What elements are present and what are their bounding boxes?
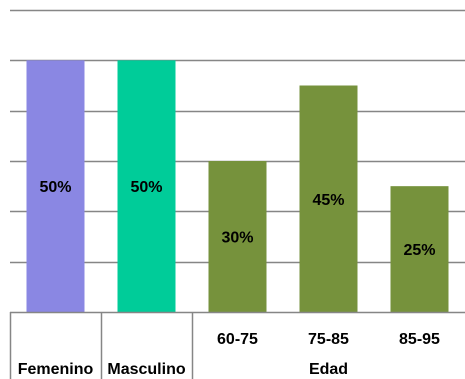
bar-60-75 [208,161,267,312]
group-label-edad: Edad [309,361,348,378]
bar-75-85 [299,85,358,312]
bar-85-95 [390,186,449,312]
data-label: 50% [130,179,162,196]
data-label: 30% [221,230,253,247]
bars [26,60,449,313]
data-label: 45% [312,192,344,209]
data-label: 50% [39,179,71,196]
category-label-75-85: 75-85 [308,331,349,348]
category-label-60-75: 60-75 [217,331,258,348]
data-label: 25% [403,242,435,259]
category-axis: Femenino Masculino 60-75 75-85 85-95 Edad [9,311,465,379]
bar-femenino [26,60,85,313]
category-label-femenino: Femenino [18,361,94,378]
bar-masculino [117,60,176,313]
data-labels: 50% 50% 30% 45% 25% [39,179,435,259]
category-label-85-95: 85-95 [399,331,440,348]
category-label-masculino: Masculino [107,361,185,378]
